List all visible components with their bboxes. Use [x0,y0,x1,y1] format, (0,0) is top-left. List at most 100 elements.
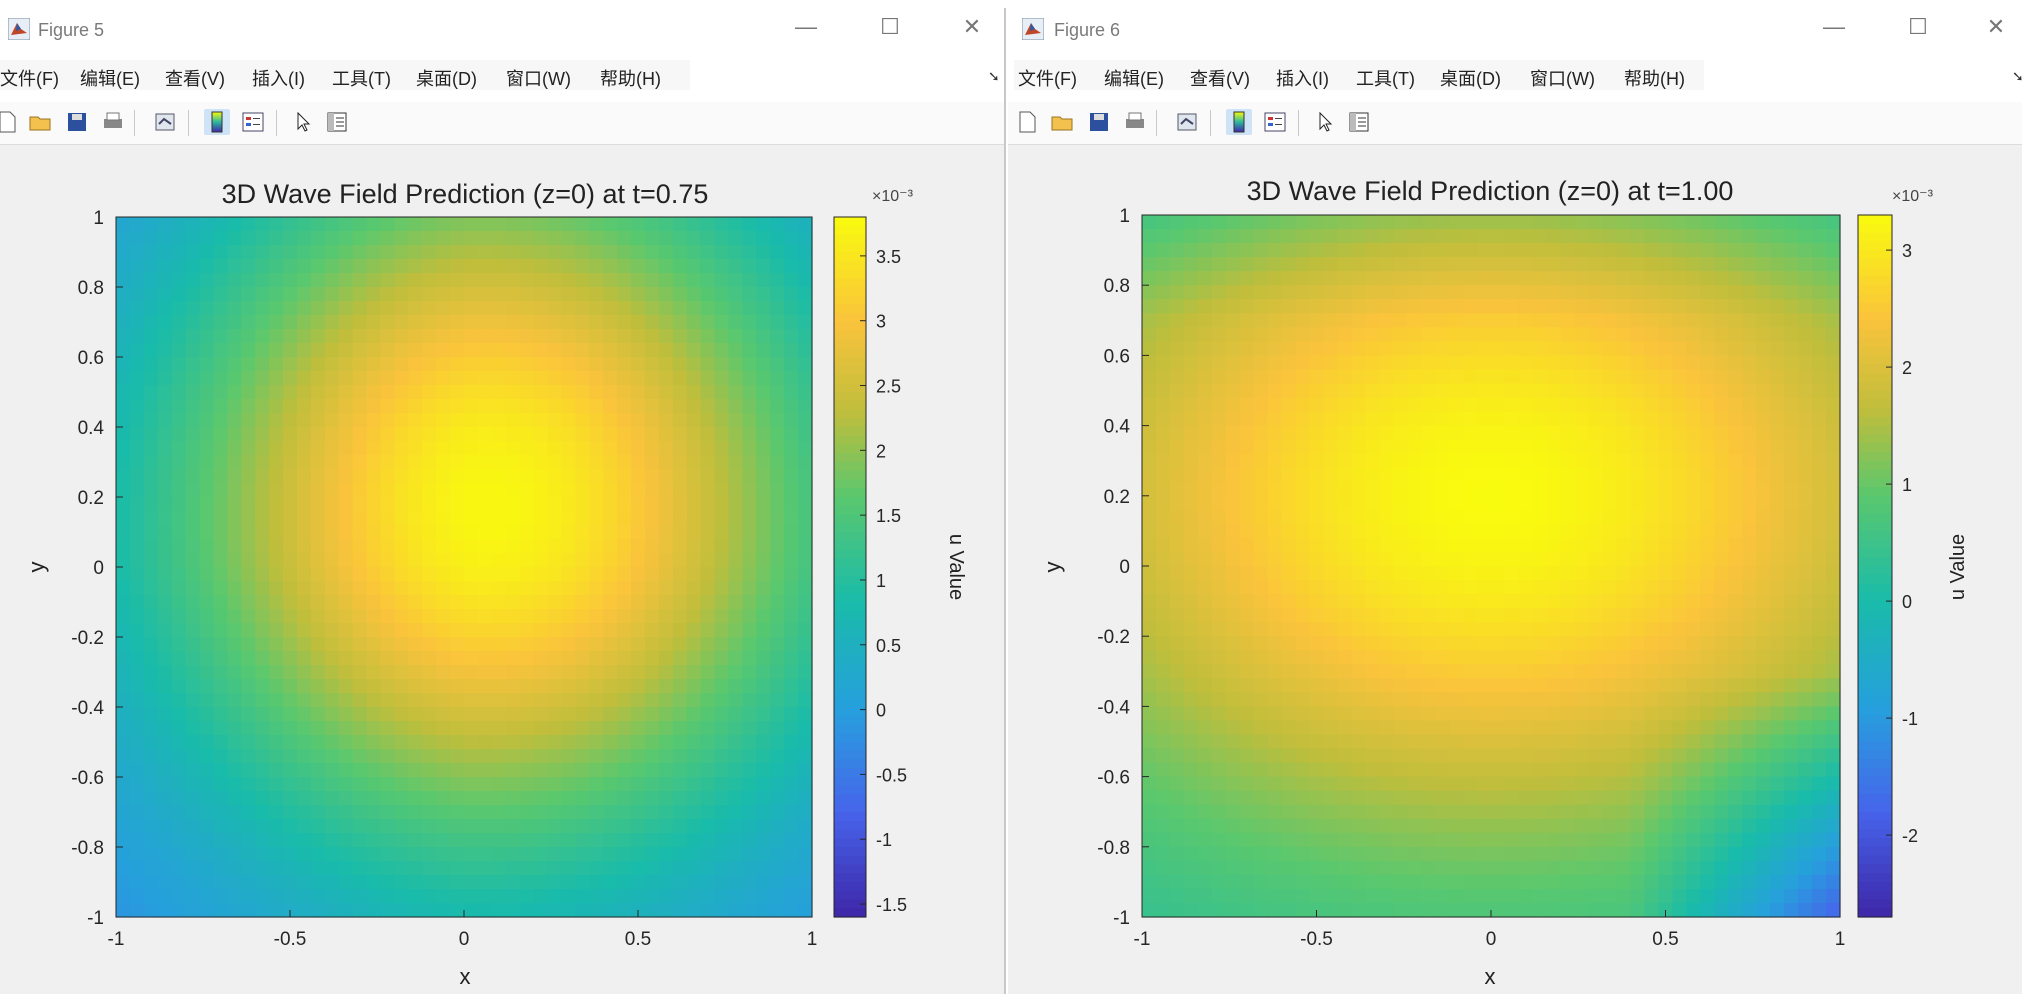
new-figure-icon[interactable] [0,109,20,135]
menu-tools[interactable]: 工具(T) [1356,69,1415,89]
heatmap-cell [199,259,215,274]
heatmap-cell [116,301,131,316]
heatmap-cell [324,637,340,652]
minimize-button[interactable]: — [1823,14,1845,39]
heatmap-cell [1686,523,1701,539]
heatmap-cell [575,497,590,512]
menu-overflow-icon[interactable]: ➘ [2012,68,2022,84]
heatmap-cell [1281,636,1297,651]
heatmap-cell [185,679,201,694]
heatmap-cell [491,427,507,442]
heatmap-cell [784,637,799,652]
heatmap-cell [1532,888,1548,904]
maximize-button[interactable]: ☐ [880,14,900,39]
edit-plot-cursor-icon[interactable] [290,109,316,135]
heatmap-cell [1532,636,1548,651]
heatmap-cell [283,329,298,344]
heatmap-cell [324,763,340,778]
minimize-button[interactable]: — [795,14,817,39]
menu-insert[interactable]: 插入(I) [1276,69,1329,89]
heatmap-cell [1602,425,1618,441]
heatmap-cell [1714,580,1729,595]
heatmap-cell [464,413,479,428]
insert-colorbar-icon[interactable] [1226,109,1252,135]
menu-window[interactable]: 窗口(W) [1530,69,1595,89]
heatmap-cell [1463,509,1478,525]
heatmap-cell [1518,551,1534,567]
colorbar-segment [834,645,866,656]
heatmap-cell [1686,818,1701,834]
heatmap-cell [1295,299,1311,314]
heatmap-chart[interactable]: -1 -0.5 0 0.5 110.80.60.40.20-0.2-0.4-0.6-0.… [0,145,1004,994]
heatmap-cell [464,693,479,708]
heatmap-cell [255,217,270,232]
print-icon[interactable] [1122,109,1148,135]
heatmap-cell [1225,537,1241,553]
menu-insert[interactable]: 插入(I) [252,69,305,89]
heatmap-cell [714,273,730,288]
heatmap-cell [770,469,785,484]
menu-overflow-icon[interactable]: ➘ [988,68,1000,84]
heatmap-cell [1225,425,1241,441]
heatmap-cell [1616,355,1632,371]
menu-desktop[interactable]: 桌面(D) [1440,69,1501,89]
save-icon[interactable] [1086,109,1112,135]
menu-edit[interactable]: 编辑(E) [1104,69,1164,89]
heatmap-cell [575,427,590,442]
insert-legend-icon[interactable] [1262,109,1288,135]
heatmap-cell [1421,580,1436,595]
heatmap-cell [157,735,173,750]
menu-view[interactable]: 查看(V) [165,69,225,89]
new-figure-icon[interactable] [1014,109,1040,135]
property-inspector-icon[interactable] [1346,109,1372,135]
heatmap-cell [366,749,382,764]
save-icon[interactable] [64,109,90,135]
heatmap-cell [1672,692,1688,707]
heatmap-cell [1686,453,1701,469]
heatmap-cell [1253,664,1269,679]
close-button[interactable]: ✕ [1986,14,2006,39]
heatmap-cell [575,777,590,792]
heatmap-cell [714,525,730,540]
menu-desktop[interactable]: 桌面(D) [416,69,477,89]
heatmap-cell [310,791,326,806]
heatmap-cell [477,637,493,652]
menu-file[interactable]: 文件(F) [1018,69,1077,89]
heatmap-cell [477,315,493,330]
property-inspector-icon[interactable] [324,109,350,135]
heatmap-cell [352,749,368,764]
colorbar-segment [834,847,866,857]
link-plot-icon[interactable] [152,109,178,135]
close-button[interactable]: ✕ [962,14,982,39]
heatmap-cell [1532,748,1548,764]
menu-edit[interactable]: 编辑(E) [80,69,140,89]
heatmap-cell [603,343,618,358]
link-plot-icon[interactable] [1174,109,1200,135]
heatmap-cell [283,245,298,260]
heatmap-cell [1155,285,1171,300]
menu-view[interactable]: 查看(V) [1190,69,1250,89]
insert-legend-icon[interactable] [240,109,266,135]
heatmap-cell [450,833,465,848]
menu-window[interactable]: 窗口(W) [506,69,571,89]
heatmap-cell [491,833,507,848]
heatmap-cell [1169,481,1185,497]
heatmap-cell [157,273,173,288]
maximize-button[interactable]: ☐ [1908,14,1928,39]
heatmap-cell [1337,453,1352,469]
menu-file[interactable]: 文件(F) [0,69,59,89]
menu-tools[interactable]: 工具(T) [332,69,391,89]
heatmap-chart[interactable]: -1 -0.5 0 0.5 110.80.60.40.20-0.2-0.4-0.6-0.… [1008,145,2022,994]
menu-help[interactable]: 帮助(H) [600,69,661,89]
open-file-icon[interactable] [1050,109,1076,135]
heatmap-cell [213,539,228,554]
edit-plot-cursor-icon[interactable] [1312,109,1338,135]
open-file-icon[interactable] [28,109,54,135]
menu-help[interactable]: 帮助(H) [1624,69,1685,89]
heatmap-cell [1630,678,1646,693]
print-icon[interactable] [100,109,126,135]
heatmap-cell [589,861,604,876]
heatmap-cell [1435,664,1450,679]
insert-colorbar-icon[interactable] [204,109,230,135]
heatmap-cell [1169,313,1185,328]
